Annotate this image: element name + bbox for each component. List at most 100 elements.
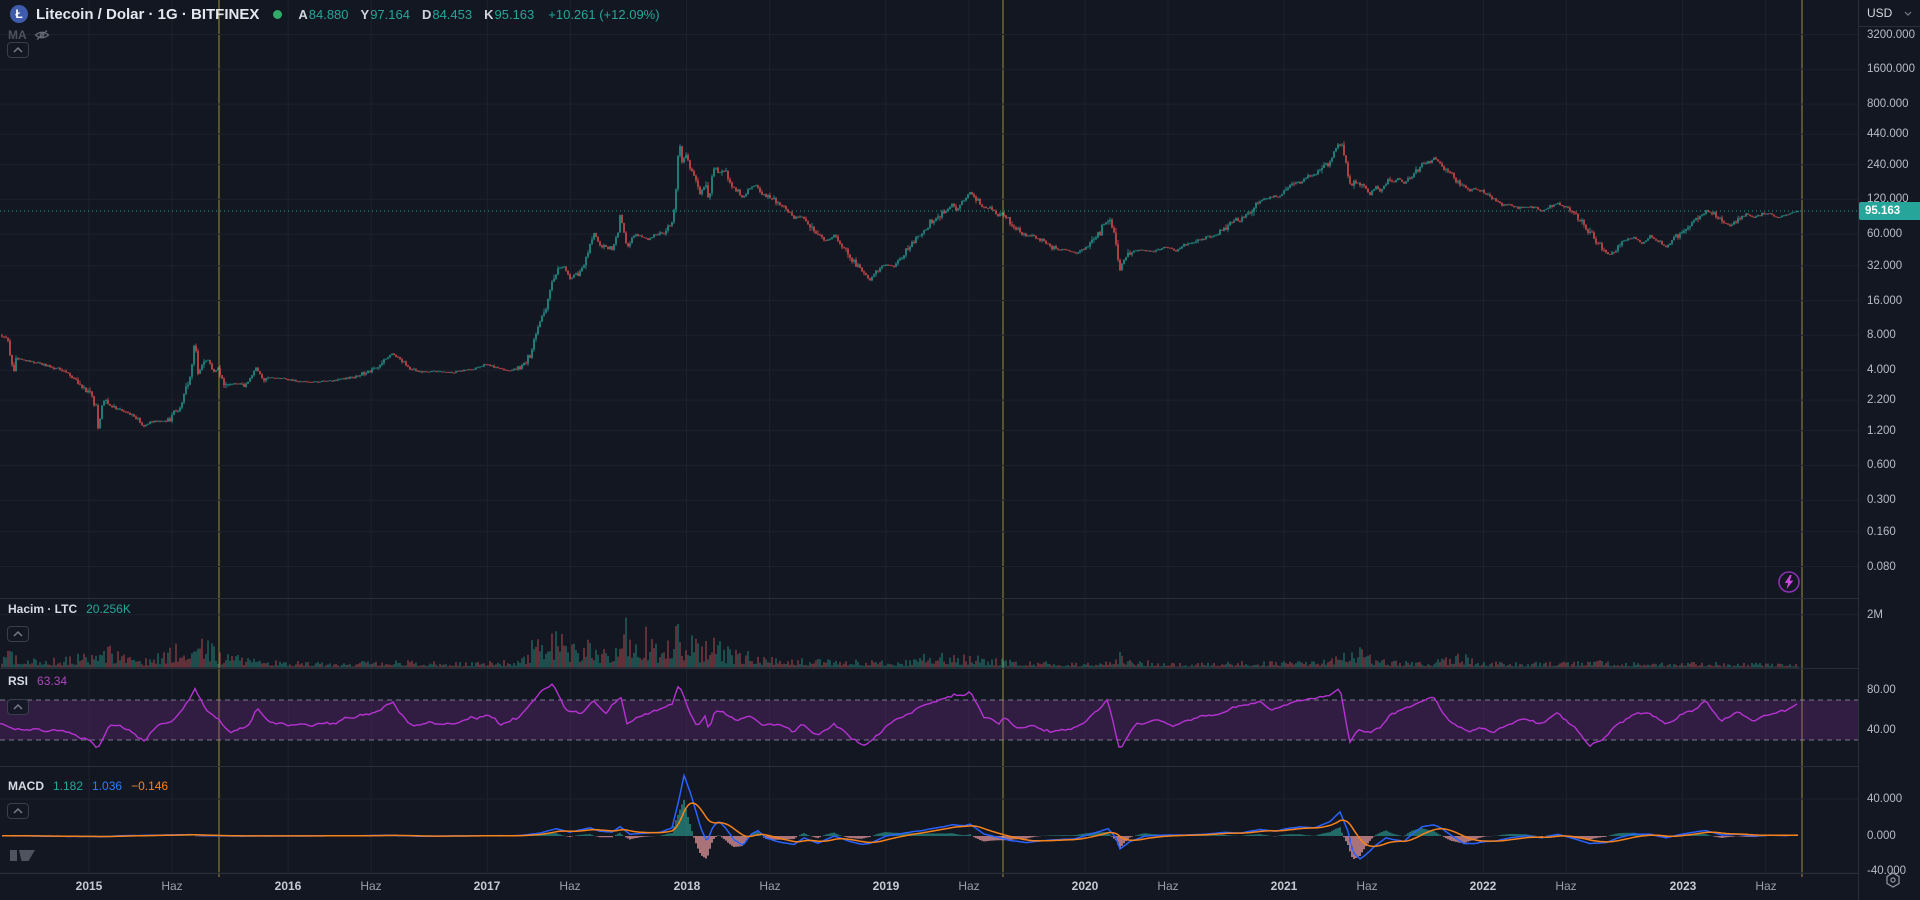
volume-legend: Hacim · LTC 20.256K xyxy=(8,602,131,616)
candle-bodies-up xyxy=(15,144,1799,429)
market-status-dot[interactable] xyxy=(273,9,283,19)
pane-separator[interactable] xyxy=(0,766,1920,767)
macd-tick-label: 40.000 xyxy=(1867,793,1903,805)
open-value: 84.880 xyxy=(308,6,349,22)
high-value: 97.164 xyxy=(370,6,410,22)
price-tick-label: 0.600 xyxy=(1867,459,1896,471)
price-tick-label: 0.160 xyxy=(1867,526,1896,538)
time-tick-year: 2018 xyxy=(673,879,701,893)
price-tick-label: 8.000 xyxy=(1867,329,1896,341)
candle-wicks-down xyxy=(1,141,1789,430)
macd-signal-line xyxy=(2,802,1798,848)
price-tick-label: 3200.000 xyxy=(1867,29,1915,41)
price-tick-label: 32.000 xyxy=(1867,260,1903,272)
eye-slash-icon[interactable] xyxy=(34,29,50,41)
time-tick-year: 2023 xyxy=(1669,879,1697,893)
chevron-up-icon xyxy=(13,46,23,53)
gear-glyph xyxy=(1886,872,1900,888)
ohlc-values: A84.880 Y97.164 D84.453 K95.163 +10.261 … xyxy=(298,7,659,22)
halving-lines xyxy=(218,0,1803,877)
open-label: A xyxy=(298,6,308,22)
price-tick-label: 0.300 xyxy=(1867,494,1896,506)
time-tick-month: Haz xyxy=(958,879,980,893)
price-tick-label: 800.000 xyxy=(1867,98,1909,110)
settings-gear-icon[interactable] xyxy=(1884,871,1902,894)
price-tick-label: 440.000 xyxy=(1867,128,1909,140)
candle-bodies-down xyxy=(1,144,1789,429)
price-axis[interactable]: USD 3200.000 1600.000 800.000 440.000 240.00… xyxy=(1858,0,1920,900)
macd-histogram-negative xyxy=(5,836,1789,859)
price-tick-label: 4.000 xyxy=(1867,364,1896,376)
ma-label[interactable]: MA xyxy=(8,28,27,42)
price-tick-label: 1600.000 xyxy=(1867,63,1915,75)
time-tick-month: Haz xyxy=(559,879,581,893)
chevron-up-icon xyxy=(13,630,23,637)
volume-pane-collapse-button[interactable] xyxy=(7,626,29,642)
chevron-down-icon xyxy=(1904,11,1912,16)
price-tick-label: 16.000 xyxy=(1867,295,1903,307)
price-tick-label: 2.200 xyxy=(1867,394,1896,406)
rsi-value: 63.34 xyxy=(37,674,68,688)
high-label: Y xyxy=(360,6,370,22)
time-tick-year: 2015 xyxy=(75,879,103,893)
price-tick-label: 0.080 xyxy=(1867,561,1896,573)
macd-pane xyxy=(0,773,1858,873)
price-pane xyxy=(0,34,1858,567)
macd-tick-label: 0.000 xyxy=(1867,830,1896,842)
time-tick-year: 2020 xyxy=(1071,879,1099,893)
rsi-title[interactable]: RSI xyxy=(8,674,29,688)
close-value: 95.163 xyxy=(494,6,535,22)
low-value: 84.453 xyxy=(432,6,473,22)
pane-separator[interactable] xyxy=(0,598,1920,599)
quick-trade-button[interactable] xyxy=(1777,570,1801,594)
time-tick-month: Haz xyxy=(759,879,781,893)
time-tick-month: Haz xyxy=(1157,879,1179,893)
volume-tick-label: 2M xyxy=(1867,609,1883,621)
time-tick-month: Haz xyxy=(1755,879,1777,893)
time-tick-year: 2017 xyxy=(473,879,501,893)
price-pane-collapse-button[interactable] xyxy=(7,42,29,58)
rsi-pane-collapse-button[interactable] xyxy=(7,699,29,715)
pane-separator[interactable] xyxy=(0,668,1920,669)
tradingview-watermark[interactable] xyxy=(8,845,38,870)
symbol-title[interactable]: Litecoin / Dolar · 1G · BITFINEX xyxy=(36,5,260,23)
macd-line-value: 1.036 xyxy=(92,779,123,793)
volume-title[interactable]: Hacim · LTC xyxy=(8,602,78,616)
litecoin-logo: Ł xyxy=(10,5,28,23)
volume-bars-up xyxy=(3,617,1799,668)
macd-hist-value: 1.182 xyxy=(53,779,84,793)
currency-button[interactable]: USD xyxy=(1859,0,1920,27)
time-tick-year: 2022 xyxy=(1469,879,1497,893)
ma-indicator-row: MA xyxy=(8,28,50,42)
candle-wicks-up xyxy=(15,143,1799,429)
time-tick-year: 2021 xyxy=(1270,879,1298,893)
time-tick-month: Haz xyxy=(1555,879,1577,893)
chart-canvas[interactable] xyxy=(0,0,1858,900)
price-tick-label: 1.200 xyxy=(1867,425,1896,437)
macd-pane-collapse-button[interactable] xyxy=(7,803,29,819)
rsi-line xyxy=(0,683,1798,749)
tradingview-logo-icon xyxy=(10,850,35,861)
chevron-up-icon xyxy=(13,703,23,710)
price-tick-label: 60.000 xyxy=(1867,228,1903,240)
price-tick-label: 240.000 xyxy=(1867,159,1909,171)
macd-tick-label: -40.000 xyxy=(1867,865,1907,877)
volume-value: 20.256K xyxy=(86,602,131,616)
macd-legend: MACD 1.182 1.036 −0.146 xyxy=(8,779,168,793)
macd-line xyxy=(2,773,1798,860)
volume-pane xyxy=(0,614,1858,668)
time-axis[interactable]: 2015 Haz 2016 Haz 2017 Haz 2018 Haz 2019 Haz 2020 H… xyxy=(0,874,1858,900)
time-tick-year: 2016 xyxy=(274,879,302,893)
axis-separator xyxy=(0,873,1920,874)
macd-signal-value: −0.146 xyxy=(131,779,169,793)
time-tick-year: 2019 xyxy=(872,879,900,893)
last-price-badge: 95.163 xyxy=(1859,202,1920,220)
macd-title[interactable]: MACD xyxy=(8,779,44,793)
close-label: K xyxy=(484,6,494,22)
volume-bars-down xyxy=(1,626,1797,668)
time-tick-month: Haz xyxy=(161,879,183,893)
macd-histogram-positive xyxy=(109,799,1799,836)
change-value: +10.261 (+12.09%) xyxy=(548,6,660,22)
low-label: D xyxy=(421,6,432,22)
